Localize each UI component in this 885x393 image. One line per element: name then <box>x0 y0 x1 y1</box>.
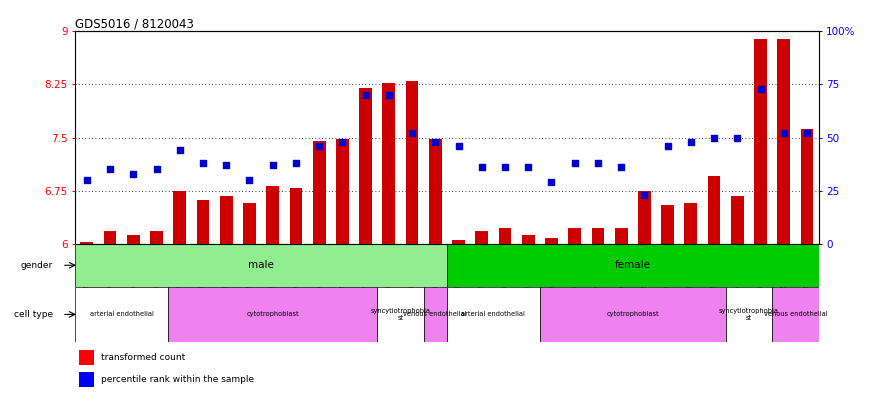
Bar <box>684 203 697 244</box>
Bar <box>219 196 233 244</box>
Bar <box>661 205 674 244</box>
Text: syncytiotrophobla
st: syncytiotrophobla st <box>719 308 779 321</box>
Bar <box>638 191 650 244</box>
Bar <box>377 287 424 342</box>
Point <box>289 160 303 166</box>
Point <box>242 177 257 183</box>
Bar <box>382 83 396 244</box>
Bar <box>150 231 163 244</box>
Text: gender: gender <box>20 261 53 270</box>
Bar <box>81 242 93 244</box>
Text: venous endothelial: venous endothelial <box>404 311 467 318</box>
Bar <box>447 287 540 342</box>
Point <box>730 134 744 141</box>
Point <box>521 164 535 171</box>
Bar <box>266 185 279 244</box>
Point <box>707 134 721 141</box>
Point <box>637 192 651 198</box>
Point <box>405 130 419 136</box>
Bar <box>615 228 627 244</box>
Point <box>753 86 767 92</box>
Bar <box>777 39 790 244</box>
Point <box>451 143 466 149</box>
Text: transformed count: transformed count <box>101 353 186 362</box>
Bar <box>708 176 720 244</box>
Point <box>777 130 791 136</box>
Point <box>684 139 698 145</box>
Bar <box>312 141 326 244</box>
Bar <box>452 240 465 244</box>
Bar <box>522 235 535 244</box>
Text: percentile rank within the sample: percentile rank within the sample <box>101 375 254 384</box>
Bar <box>591 228 604 244</box>
Point <box>428 139 442 145</box>
Bar <box>336 139 349 244</box>
Bar <box>75 287 168 342</box>
Bar <box>540 287 726 342</box>
Point <box>498 164 512 171</box>
Point <box>150 166 164 173</box>
Text: syncytiotrophobla
st: syncytiotrophobla st <box>371 308 430 321</box>
Bar <box>731 196 743 244</box>
Bar <box>545 238 558 244</box>
Text: male: male <box>248 260 274 270</box>
Bar <box>801 129 813 244</box>
Bar <box>424 287 447 342</box>
Bar <box>243 203 256 244</box>
Text: arterial endothelial: arterial endothelial <box>461 311 526 318</box>
Text: cytotrophoblast: cytotrophoblast <box>246 311 299 318</box>
Bar <box>127 235 140 244</box>
Bar <box>359 88 372 244</box>
Bar <box>289 189 303 244</box>
Bar <box>475 231 489 244</box>
Point <box>312 143 327 149</box>
Point <box>800 130 814 136</box>
Point <box>660 143 674 149</box>
Bar <box>754 39 767 244</box>
Point <box>103 166 117 173</box>
Bar <box>79 371 94 387</box>
Text: cell type: cell type <box>14 310 53 319</box>
Bar <box>168 287 377 342</box>
Point <box>127 171 141 177</box>
Point <box>173 147 187 153</box>
Bar <box>79 350 94 365</box>
Point <box>219 162 234 168</box>
Bar <box>196 200 210 244</box>
Bar <box>429 139 442 244</box>
Point <box>266 162 280 168</box>
Bar <box>568 228 581 244</box>
Point <box>381 92 396 98</box>
Point <box>591 160 605 166</box>
Point <box>80 177 94 183</box>
Text: cytotrophoblast: cytotrophoblast <box>606 311 659 318</box>
Point <box>474 164 489 171</box>
Text: female: female <box>615 260 650 270</box>
Bar <box>173 191 186 244</box>
Bar <box>405 81 419 244</box>
Text: GDS5016 / 8120043: GDS5016 / 8120043 <box>75 17 194 30</box>
Point <box>358 92 373 98</box>
Bar <box>498 228 512 244</box>
Bar <box>447 244 819 287</box>
Bar <box>104 231 117 244</box>
Bar <box>772 287 819 342</box>
Point <box>196 160 210 166</box>
Point <box>544 179 558 185</box>
Bar <box>726 287 772 342</box>
Point <box>567 160 581 166</box>
Point <box>335 139 350 145</box>
Bar <box>75 244 447 287</box>
Text: arterial endothelial: arterial endothelial <box>89 311 154 318</box>
Point <box>614 164 628 171</box>
Text: venous endothelial: venous endothelial <box>764 311 827 318</box>
